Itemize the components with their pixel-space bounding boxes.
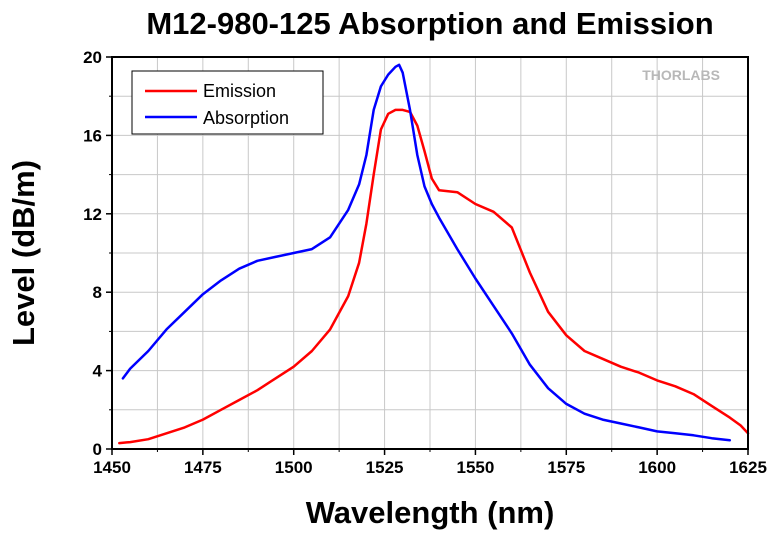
y-tick-label: 4 <box>93 362 103 381</box>
series-line-absorption <box>121 63 732 442</box>
y-axis-label: Level (dB/m) <box>6 160 41 346</box>
y-tick-label: 8 <box>93 283 102 302</box>
x-tick-label: 1500 <box>275 458 313 477</box>
thorlabs-logo: THORLABS <box>642 67 720 83</box>
ticks: 1450 1475 1500 1525 1550 1575 1600 1625 0 4 8 12 16 2… <box>83 48 767 477</box>
chart-title: M12-980-125 Absorption and Emission <box>146 6 713 41</box>
series-layer <box>118 63 750 445</box>
legend: Emission Absorption <box>131 70 324 135</box>
x-axis-label: Wavelength (nm) <box>306 495 555 530</box>
legend-box <box>131 70 324 135</box>
x-tick-label: 1625 <box>729 458 767 477</box>
x-tick-label: 1575 <box>547 458 585 477</box>
legend-label-emission: Emission <box>203 81 276 101</box>
legend-label-absorption: Absorption <box>203 108 289 128</box>
x-tick-label: 1475 <box>184 458 222 477</box>
y-tick-label: 12 <box>83 205 102 224</box>
x-tick-label: 1550 <box>457 458 495 477</box>
series-line-emission <box>118 108 750 445</box>
y-tick-label: 0 <box>93 440 102 459</box>
y-tick-label: 16 <box>83 126 102 145</box>
x-tick-label: 1450 <box>93 458 131 477</box>
x-tick-label: 1525 <box>366 458 404 477</box>
y-tick-label: 20 <box>83 48 102 67</box>
x-tick-label: 1600 <box>638 458 676 477</box>
